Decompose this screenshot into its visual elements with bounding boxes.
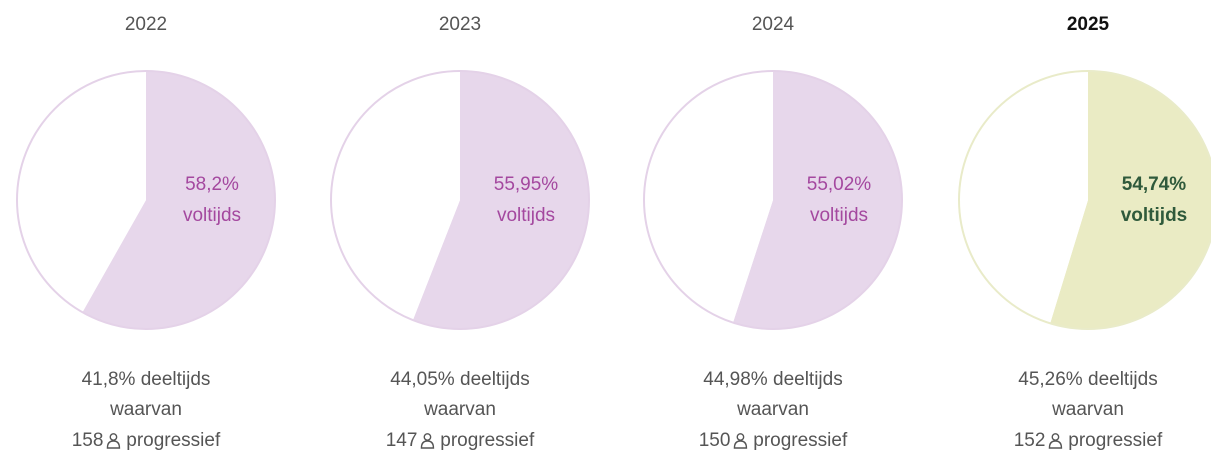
count: 152 bbox=[1014, 430, 1046, 451]
sublabel: waarvan bbox=[423, 399, 496, 420]
slice-value-label: 58,2% bbox=[185, 174, 239, 195]
icon-head bbox=[1051, 433, 1060, 441]
part-time-category: deeltijds bbox=[1088, 369, 1158, 390]
count: 150 bbox=[699, 430, 731, 451]
sublabel: waarvan bbox=[109, 399, 182, 420]
count-label: progressief bbox=[126, 430, 221, 451]
count-label: progressief bbox=[1068, 430, 1163, 451]
slice-category-label: voltijds bbox=[810, 205, 868, 226]
pie-slice bbox=[732, 71, 902, 330]
count-line: 152 progressief bbox=[1014, 430, 1163, 451]
pie-slice bbox=[17, 71, 147, 313]
icon-head bbox=[423, 433, 432, 441]
part-time-category: deeltijds bbox=[773, 369, 843, 390]
count: 147 bbox=[386, 430, 418, 451]
part-time-category: deeltijds bbox=[141, 369, 211, 390]
pie-slice bbox=[959, 71, 1088, 324]
part-time-label: 44,98% deeltijds bbox=[703, 369, 842, 390]
icon-head bbox=[109, 433, 118, 441]
part-time-value: 41,8% bbox=[82, 369, 136, 390]
slice-value-label: 54,74% bbox=[1122, 174, 1187, 195]
pie-chart: 2025 54,74% voltijds 45,26% deeltijds waarva… bbox=[958, 14, 1211, 451]
icon-body bbox=[420, 440, 435, 449]
count-line: 158 progressief bbox=[72, 430, 221, 451]
count-label: progressief bbox=[440, 430, 535, 451]
icon-body bbox=[733, 440, 748, 449]
person-icon bbox=[106, 433, 121, 449]
pie-slice bbox=[331, 71, 460, 321]
chart-title: 2025 bbox=[1067, 14, 1110, 35]
chart-title: 2024 bbox=[752, 14, 795, 35]
count-label: progressief bbox=[753, 430, 848, 451]
person-icon bbox=[733, 433, 748, 449]
pie-outline bbox=[643, 70, 903, 330]
person-icon bbox=[1048, 433, 1063, 449]
pie-slice bbox=[644, 71, 773, 323]
pie-outline bbox=[958, 70, 1211, 330]
count-line: 150 progressief bbox=[699, 430, 848, 451]
pie-outline bbox=[16, 70, 276, 330]
part-time-label: 41,8% deeltijds bbox=[82, 369, 211, 390]
slice-value-label: 55,95% bbox=[494, 174, 559, 195]
pie-outline bbox=[330, 70, 590, 330]
part-time-value: 45,26% bbox=[1018, 369, 1083, 390]
count: 158 bbox=[72, 430, 104, 451]
icon-body bbox=[106, 440, 121, 449]
pie-chart: 2023 55,95% voltijds 44,05% deeltijds waarva… bbox=[330, 14, 590, 451]
slice-category-label: voltijds bbox=[1121, 205, 1188, 226]
icon-head bbox=[736, 433, 745, 441]
slice-category-label: voltijds bbox=[497, 205, 555, 226]
part-time-label: 45,26% deeltijds bbox=[1018, 369, 1157, 390]
count-line: 147 progressief bbox=[386, 430, 535, 451]
pie-slice bbox=[412, 71, 590, 329]
person-icon bbox=[420, 433, 435, 449]
slice-category-label: voltijds bbox=[183, 205, 241, 226]
pie-slice bbox=[82, 71, 275, 329]
sublabel: waarvan bbox=[1051, 399, 1124, 420]
part-time-value: 44,05% bbox=[390, 369, 455, 390]
part-time-category: deeltijds bbox=[460, 369, 530, 390]
part-time-label: 44,05% deeltijds bbox=[390, 369, 529, 390]
part-time-value: 44,98% bbox=[703, 369, 768, 390]
icon-body bbox=[1048, 440, 1063, 449]
slice-value-label: 55,02% bbox=[807, 174, 872, 195]
sublabel: waarvan bbox=[736, 399, 809, 420]
pie-slice bbox=[1050, 71, 1211, 329]
pie-chart: 2024 55,02% voltijds 44,98% deeltijds waarva… bbox=[643, 14, 903, 451]
chart-title: 2022 bbox=[125, 14, 167, 35]
chart-title: 2023 bbox=[439, 14, 481, 35]
